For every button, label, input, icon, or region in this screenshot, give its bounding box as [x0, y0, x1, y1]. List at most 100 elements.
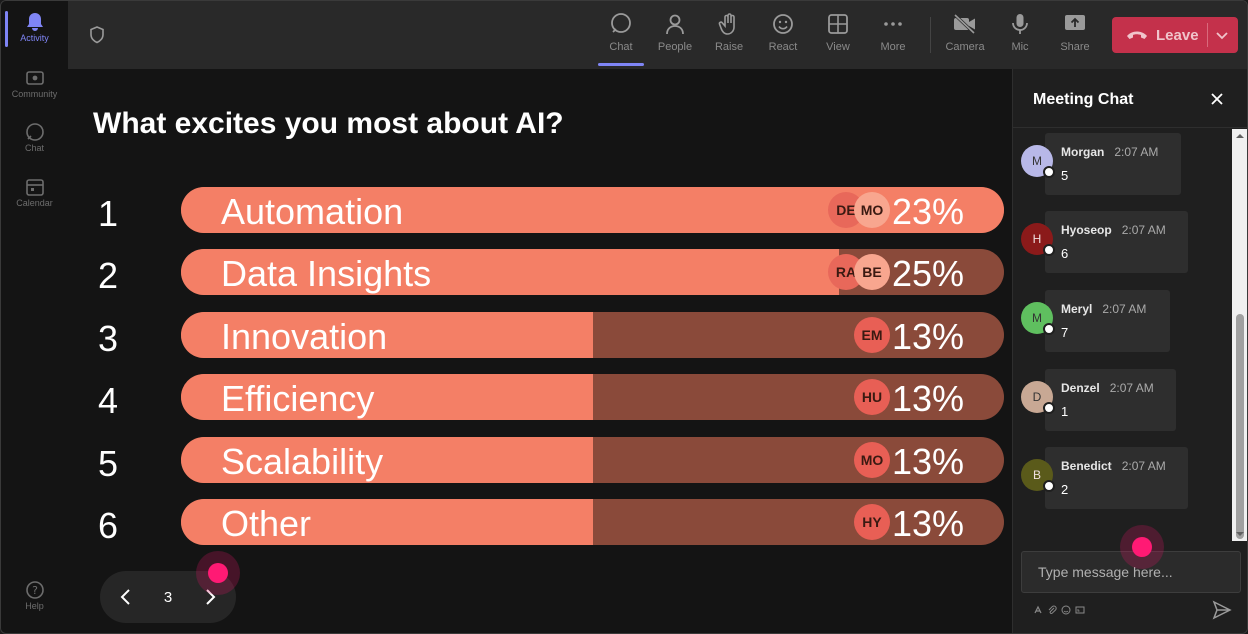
chat-message-bubble: Benedict 2:07 AM 2	[1045, 447, 1188, 509]
scrollbar-thumb[interactable]	[1236, 314, 1244, 539]
emoji-icon[interactable]	[1061, 605, 1071, 615]
poll-option-label: Data Insights	[221, 253, 432, 294]
chat-timestamp: 2:07 AM	[1109, 381, 1154, 395]
voter-avatar: HU	[854, 379, 890, 415]
leave-label: Leave	[1156, 26, 1199, 44]
toolbar-mic-button[interactable]: Mic	[993, 11, 1047, 61]
close-icon[interactable]	[1209, 91, 1225, 107]
rail-item-community[interactable]: Community	[1, 67, 68, 99]
avatar-initial: M	[1032, 154, 1042, 168]
chat-timestamp: 2:07 AM	[1102, 302, 1147, 316]
chat-sender-name: Benedict	[1061, 459, 1112, 473]
voter-avatar: MO	[854, 442, 890, 478]
chat-message-input[interactable]	[1021, 551, 1241, 593]
poll-option-percent: 13%	[891, 378, 964, 419]
poll-option-number: 3	[98, 318, 119, 359]
voter-avatar: HY	[854, 504, 890, 540]
poll-option[interactable]: 2 Data Insights RA BE 25%	[68, 249, 1012, 297]
toolbar-divider	[930, 17, 931, 53]
avatar-initial: H	[1032, 232, 1042, 246]
poll-option-number: 5	[98, 443, 119, 484]
poll-option[interactable]: 6 Other HY 13%	[68, 499, 1012, 547]
attach-icon[interactable]	[1047, 605, 1057, 615]
chat-message-bubble: Hyoseop 2:07 AM 6	[1045, 211, 1188, 273]
voter-avatar: BE	[854, 254, 890, 290]
toolbar-button-label: View	[826, 41, 850, 53]
poll-option[interactable]: 1 Automation DE MO 23%	[68, 187, 1012, 235]
toolbar-button-label: Mic	[1011, 41, 1029, 53]
toolbar-share-button[interactable]: Share	[1048, 11, 1102, 61]
toolbar-chat-button[interactable]: Chat	[594, 11, 648, 61]
poll-option-percent: 13%	[891, 503, 964, 544]
poll-option[interactable]: 5 Scalability MO 13%	[68, 437, 1012, 485]
rail-item-help[interactable]: ? Help	[1, 579, 68, 611]
toolbar-button-label: Raise	[714, 41, 744, 53]
poll-stage: What excites you most about AI? 1 Automat…	[68, 69, 1012, 633]
rail-item-label: Activity	[20, 33, 49, 43]
avatar[interactable]: B	[1021, 459, 1055, 492]
rail-item-activity[interactable]: Activity	[1, 11, 68, 43]
avatar[interactable]: H	[1021, 223, 1055, 256]
avatar[interactable]: M	[1021, 302, 1055, 335]
leave-button[interactable]: Leave	[1112, 17, 1238, 53]
scroll-up-icon[interactable]	[1235, 131, 1245, 141]
avatar[interactable]: D	[1021, 381, 1055, 414]
chevron-left-icon	[120, 589, 130, 605]
chat-scrollbar[interactable]	[1232, 129, 1247, 541]
poll-option-bar: Data Insights RA BE 25%	[181, 249, 1004, 295]
toolbar-raise-button[interactable]: Raise	[702, 11, 756, 61]
rail-active-indicator	[5, 11, 8, 47]
people-icon	[662, 11, 688, 37]
poll-option-bar-fill	[181, 499, 593, 545]
rail-item-label: Help	[25, 601, 44, 611]
voter-avatar: MO	[854, 192, 890, 228]
toolbar-view-button[interactable]: View	[811, 11, 865, 61]
chat-icon	[24, 121, 46, 143]
toolbar-button-label: People	[657, 41, 693, 53]
share-icon	[1062, 11, 1088, 37]
toolbar-people-button[interactable]: People	[648, 11, 702, 61]
poll-question: What excites you most about AI?	[93, 107, 564, 140]
toolbar-button-label: React	[768, 41, 798, 53]
presence-status-icon	[1043, 166, 1055, 178]
poll-option-number: 1	[98, 193, 119, 234]
chat-message-text: 6	[1061, 246, 1069, 261]
scroll-down-icon[interactable]	[1235, 529, 1245, 539]
chat-timestamp: 2:07 AM	[1114, 145, 1159, 159]
send-icon[interactable]	[1211, 599, 1233, 621]
phone-hangup-icon	[1126, 28, 1148, 42]
presence-status-icon	[1043, 402, 1055, 414]
chat-title: Meeting Chat	[1033, 91, 1134, 108]
poll-option-percent: 13%	[891, 441, 964, 482]
toolbar-more-button[interactable]: More	[866, 11, 920, 61]
format-icon[interactable]	[1033, 605, 1043, 615]
poll-option-number: 6	[98, 505, 119, 546]
toolbar-react-button[interactable]: React	[756, 11, 810, 61]
mic-icon	[1007, 11, 1033, 37]
previous-button[interactable]	[108, 579, 144, 615]
rail-item-calendar[interactable]: Calendar	[1, 176, 68, 208]
active-tab-indicator	[598, 63, 644, 66]
poll-option[interactable]: 3 Innovation EM 13%	[68, 312, 1012, 360]
chevron-down-icon[interactable]	[1214, 27, 1230, 43]
avatar-initial: B	[1032, 468, 1041, 482]
poll-option-percent: 13%	[891, 316, 964, 357]
chat-message: Denzel 2:07 AM 1 D	[1021, 369, 1221, 431]
help-icon: ?	[24, 579, 46, 601]
voter-avatar: EM	[854, 317, 890, 353]
avatar[interactable]: M	[1021, 145, 1055, 178]
rail-item-chat[interactable]: Chat	[1, 121, 68, 153]
avatar-initial: M	[1032, 311, 1042, 325]
chat-message-text: 2	[1061, 482, 1069, 497]
poll-option-percent: 23%	[891, 191, 964, 232]
poll-option-label: Innovation	[221, 316, 388, 357]
pointer-indicator	[196, 551, 240, 595]
poll-option-label: Other	[221, 503, 312, 544]
chat-message-bubble: Morgan 2:07 AM 5	[1045, 133, 1181, 195]
toolbar-camera-button[interactable]: Camera	[938, 11, 992, 61]
rail-item-label: Community	[11, 89, 58, 99]
poll-option[interactable]: 4 Efficiency HU 13%	[68, 374, 1012, 422]
gif-icon[interactable]	[1075, 605, 1085, 615]
hand-icon	[716, 11, 742, 37]
